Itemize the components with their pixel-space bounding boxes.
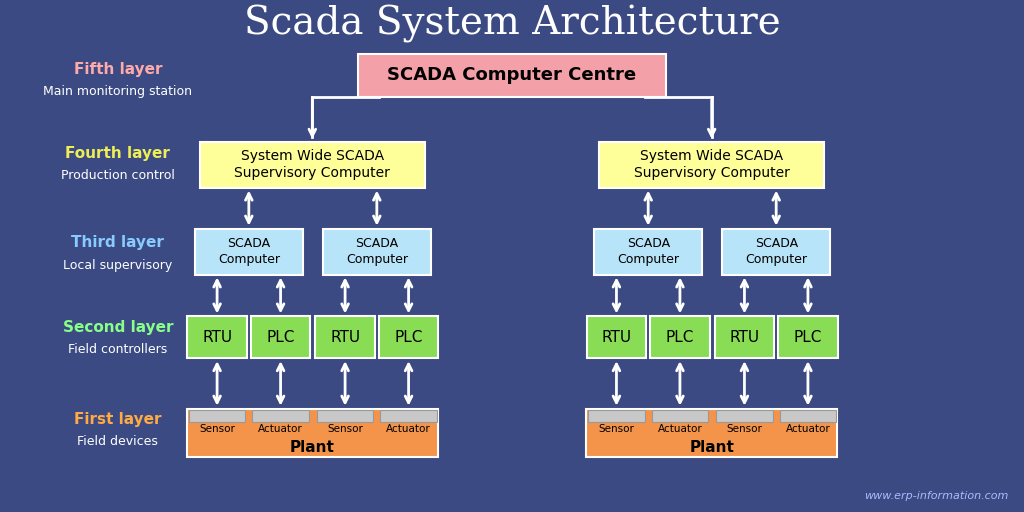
FancyBboxPatch shape	[315, 316, 375, 358]
Text: Main monitoring station: Main monitoring station	[43, 85, 193, 98]
FancyBboxPatch shape	[652, 410, 709, 422]
FancyBboxPatch shape	[780, 410, 837, 422]
Text: Production control: Production control	[60, 169, 175, 182]
FancyBboxPatch shape	[200, 142, 425, 188]
FancyBboxPatch shape	[381, 410, 436, 422]
Text: Plant: Plant	[689, 440, 734, 455]
FancyBboxPatch shape	[650, 316, 710, 358]
Text: Actuator: Actuator	[258, 424, 303, 434]
FancyBboxPatch shape	[379, 316, 438, 358]
Text: Sensor: Sensor	[726, 424, 763, 434]
Text: Sensor: Sensor	[327, 424, 364, 434]
Text: Second layer: Second layer	[62, 319, 173, 335]
Text: SCADA
Computer: SCADA Computer	[218, 237, 280, 266]
Text: PLC: PLC	[666, 330, 694, 345]
Text: PLC: PLC	[394, 330, 423, 345]
Text: RTU: RTU	[202, 330, 232, 345]
Text: RTU: RTU	[729, 330, 760, 345]
FancyBboxPatch shape	[586, 409, 838, 457]
Text: Fourth layer: Fourth layer	[66, 146, 170, 161]
Text: SCADA Computer Centre: SCADA Computer Centre	[387, 67, 637, 84]
FancyBboxPatch shape	[778, 316, 838, 358]
FancyBboxPatch shape	[188, 410, 246, 422]
FancyBboxPatch shape	[599, 142, 824, 188]
FancyBboxPatch shape	[594, 228, 702, 274]
Text: Sensor: Sensor	[199, 424, 236, 434]
Text: Local supervisory: Local supervisory	[63, 259, 172, 272]
Text: www.erp-information.com: www.erp-information.com	[864, 491, 1009, 501]
Text: Third layer: Third layer	[72, 236, 164, 250]
Text: PLC: PLC	[794, 330, 822, 345]
FancyBboxPatch shape	[588, 410, 645, 422]
Text: First layer: First layer	[74, 412, 162, 426]
Text: Fifth layer: Fifth layer	[74, 61, 162, 77]
Text: Actuator: Actuator	[657, 424, 702, 434]
Text: RTU: RTU	[330, 330, 360, 345]
FancyBboxPatch shape	[186, 409, 438, 457]
Text: Field devices: Field devices	[78, 435, 158, 448]
Text: Sensor: Sensor	[598, 424, 635, 434]
Text: Actuator: Actuator	[785, 424, 830, 434]
Text: System Wide SCADA
Supervisory Computer: System Wide SCADA Supervisory Computer	[234, 149, 390, 180]
Text: RTU: RTU	[601, 330, 632, 345]
FancyBboxPatch shape	[358, 54, 666, 97]
Text: PLC: PLC	[266, 330, 295, 345]
Text: Plant: Plant	[290, 440, 335, 455]
Text: Actuator: Actuator	[386, 424, 431, 434]
FancyBboxPatch shape	[587, 316, 646, 358]
Text: Field controllers: Field controllers	[69, 343, 167, 356]
FancyBboxPatch shape	[324, 228, 430, 274]
FancyBboxPatch shape	[187, 316, 247, 358]
FancyBboxPatch shape	[195, 228, 303, 274]
FancyBboxPatch shape	[715, 316, 774, 358]
Text: SCADA
Computer: SCADA Computer	[745, 237, 807, 266]
FancyBboxPatch shape	[251, 316, 310, 358]
FancyBboxPatch shape	[253, 410, 309, 422]
FancyBboxPatch shape	[723, 228, 829, 274]
Text: SCADA
Computer: SCADA Computer	[346, 237, 408, 266]
Text: Scada System Architecture: Scada System Architecture	[244, 5, 780, 43]
Text: System Wide SCADA
Supervisory Computer: System Wide SCADA Supervisory Computer	[634, 149, 790, 180]
FancyBboxPatch shape	[717, 410, 773, 422]
Text: SCADA
Computer: SCADA Computer	[617, 237, 679, 266]
FancyBboxPatch shape	[316, 410, 373, 422]
